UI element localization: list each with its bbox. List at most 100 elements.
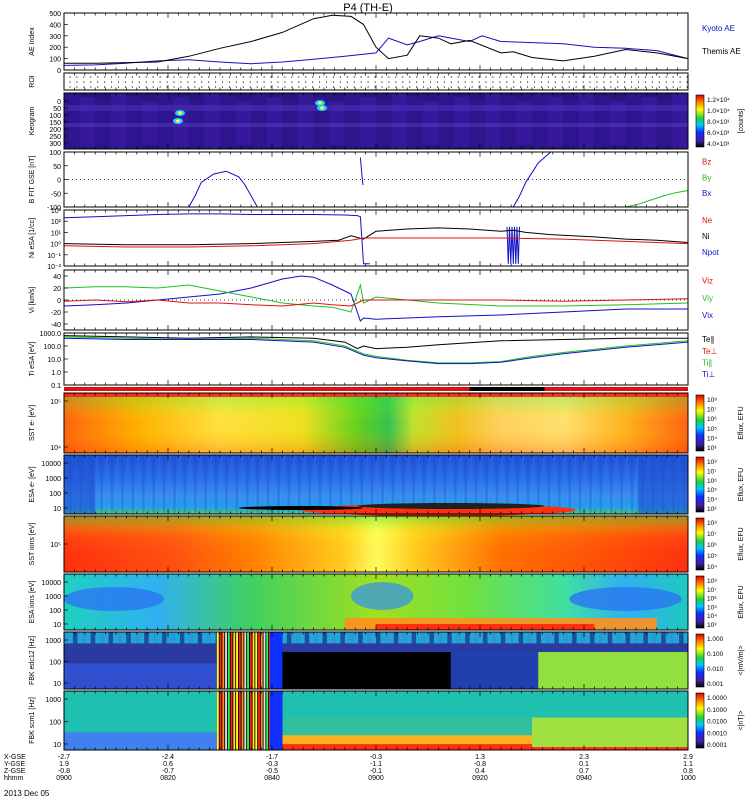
roi-dot	[527, 76, 529, 78]
heatmap-cell	[64, 516, 688, 572]
colorbar-tick-label: 10⁶	[707, 416, 717, 423]
roi-dot	[83, 86, 85, 88]
y-axis-label: FBK scm1 [Hz]	[29, 697, 36, 744]
roi-dot	[402, 76, 404, 78]
heatmap-cell	[110, 455, 114, 514]
legend-label: Te∥	[702, 335, 714, 344]
roi-dot	[97, 81, 99, 83]
heatmap-cell	[64, 105, 688, 111]
roi-dot	[360, 86, 362, 88]
panel-fbk_e: 1000 100 10 FBK edc12 [Hz] 1.000 0.100 0.010 0.…	[29, 631, 745, 690]
roi-dot	[568, 76, 570, 78]
heatmap-cell	[194, 455, 197, 514]
heatmap-cell	[173, 455, 176, 514]
roi-dot	[520, 86, 522, 88]
roi-dot	[589, 86, 591, 88]
roi-dot	[235, 76, 237, 78]
roi-dot	[235, 86, 237, 88]
roi-dot	[228, 81, 231, 83]
colorbar-tick-label: 0.001	[707, 681, 724, 688]
heatmap-cell	[506, 455, 509, 514]
heatmap-cell	[225, 455, 228, 514]
roi-dot	[416, 81, 418, 83]
roi-dot	[138, 86, 140, 88]
colorbar-tick-label: 10⁵	[707, 553, 717, 560]
heatmap-cell	[411, 632, 417, 644]
y-tick-label: 300	[49, 141, 61, 148]
roi-dot	[97, 86, 99, 88]
series-Themis AE	[64, 14, 689, 64]
roi-dot	[117, 86, 120, 88]
heatmap-cell	[220, 97, 236, 147]
heatmap-cell	[64, 455, 688, 514]
roi-dot	[443, 76, 445, 78]
heatmap-cell	[578, 455, 582, 514]
panel-esa_e: 10000 1000 100 10 ESA e- [eV] 10⁸ 10⁷ 10⁶ 10⁵ 10⁴…	[29, 454, 745, 516]
y-tick-label: 400	[49, 22, 61, 29]
roi-dot	[353, 86, 355, 88]
roi-dot	[624, 86, 626, 88]
roi-dot	[631, 81, 633, 83]
roi-dot	[443, 81, 445, 83]
roi-dot	[485, 81, 487, 83]
roi-dot	[429, 76, 432, 78]
heatmap-cell	[594, 97, 610, 147]
heatmap-cell	[142, 455, 145, 514]
roi-dot	[568, 86, 570, 88]
roi-dot	[624, 81, 626, 83]
legend-label: Ti∥	[702, 358, 712, 367]
colorbar	[695, 94, 705, 148]
roi-dot	[492, 86, 494, 88]
heatmap-cell	[438, 632, 443, 644]
colorbar-tick-label: 10⁵	[707, 604, 717, 611]
colorbar	[695, 575, 705, 629]
roi-dot	[423, 81, 425, 83]
y-tick-label: -50	[51, 191, 61, 198]
heatmap-cell	[349, 632, 354, 644]
y-tick-label: 10²	[51, 219, 62, 226]
roi-dot	[457, 81, 459, 83]
roi-dot	[547, 81, 550, 83]
heatmap-cell	[204, 93, 220, 149]
heatmap-cell	[269, 632, 283, 689]
colorbar-tick-label: 0.010	[707, 666, 724, 673]
roi-dot	[228, 76, 231, 78]
colorbar-tick-label: 4.0×10³	[707, 141, 730, 148]
roi-dot	[298, 86, 300, 88]
roi-dot	[215, 76, 217, 78]
heatmap-cell	[443, 455, 447, 514]
colorbar-tick-label: 10⁸	[707, 459, 717, 466]
roi-dot	[506, 76, 508, 78]
colorbar-label: Eflux, EFU	[738, 585, 745, 618]
roi-dot	[256, 76, 258, 78]
roi-dot	[332, 76, 335, 78]
x-tick-label: -0.7	[162, 768, 174, 775]
roi-dot	[506, 86, 508, 88]
heatmap-cell	[670, 632, 675, 644]
heatmap-cell	[365, 455, 369, 514]
panel-frame	[63, 12, 689, 71]
roi-dot	[631, 86, 633, 88]
roi-dot	[575, 81, 577, 83]
roi-dot	[242, 81, 244, 83]
heatmap-cell	[554, 632, 559, 644]
roi-dot	[409, 86, 411, 88]
heatmap-cell	[558, 455, 561, 514]
roi-dot	[582, 86, 584, 88]
heatmap-cell	[99, 632, 105, 644]
y-tick-label: 250	[49, 134, 61, 141]
legend-label: Bx	[702, 189, 711, 198]
roi-dot	[631, 76, 633, 78]
roi-dot	[374, 81, 376, 83]
legend-label: Bz	[702, 158, 711, 167]
roi-dot	[104, 86, 106, 88]
heatmap-cell	[266, 455, 270, 514]
heatmap-cell	[417, 455, 421, 514]
roi-dot	[319, 81, 321, 83]
colorbar	[695, 394, 705, 452]
roi-dot	[291, 81, 293, 83]
roi-dot	[513, 76, 515, 78]
status-bar	[64, 387, 688, 391]
colorbar-tick-label: 10⁴	[707, 435, 717, 442]
heatmap-cell	[313, 455, 317, 514]
